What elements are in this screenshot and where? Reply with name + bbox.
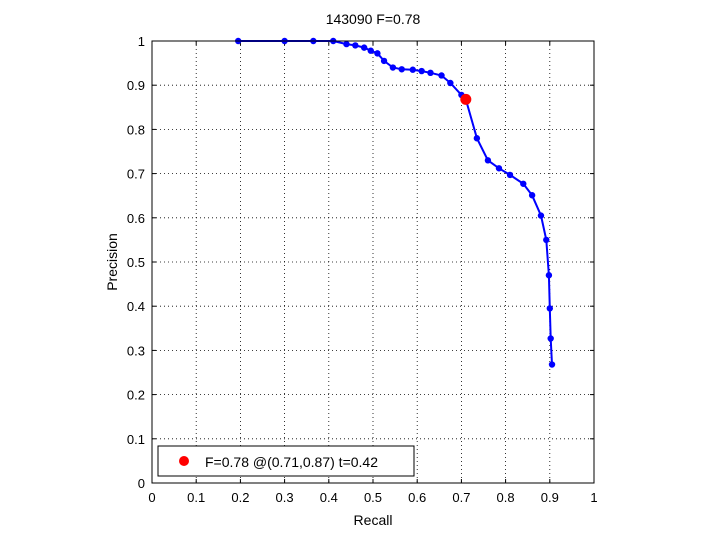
y-tick-label: 0.6 (127, 211, 145, 226)
y-tick-label: 0 (138, 476, 145, 491)
x-tick-label: 0.6 (408, 490, 426, 505)
data-point (374, 50, 381, 57)
y-tick-label: 0.2 (127, 388, 145, 403)
x-tick-label: 0.2 (231, 490, 249, 505)
x-tick-label: 0.4 (320, 490, 338, 505)
data-point (427, 69, 434, 77)
x-tick-label: 0.5 (364, 490, 382, 505)
x-tick-label: 0.8 (497, 490, 515, 505)
data-point (537, 212, 545, 219)
data-point (495, 165, 503, 172)
x-tick-label: 1 (590, 490, 597, 505)
y-tick-label: 0.1 (127, 432, 145, 447)
y-tick-label: 0.7 (127, 167, 145, 182)
y-axis-label: Precision (104, 233, 120, 291)
x-axis-label: Recall (354, 512, 393, 528)
data-point (546, 305, 553, 312)
x-tick-label: 0.9 (541, 490, 559, 505)
data-point (398, 66, 405, 73)
chart-title: 143090 F=0.78 (326, 11, 421, 27)
data-point (520, 180, 527, 187)
grid (152, 41, 594, 483)
y-tick-label: 0.9 (127, 78, 145, 93)
x-tick-label: 0.1 (187, 490, 205, 505)
y-tick-label: 1 (138, 34, 145, 49)
data-point (547, 335, 554, 342)
x-tick-label: 0 (148, 490, 155, 505)
data-point (367, 47, 374, 54)
data-point (360, 44, 368, 51)
data-point (380, 57, 388, 65)
legend-marker (179, 456, 189, 466)
data-point (389, 64, 397, 71)
data-point (545, 272, 553, 279)
data-point (473, 135, 481, 142)
x-tick-label: 0.3 (276, 490, 294, 505)
best-f-point (460, 93, 472, 105)
data-point (418, 67, 425, 75)
data-point (484, 157, 492, 164)
data-point (543, 236, 550, 244)
data-series (234, 37, 556, 368)
legend-box (157, 445, 415, 477)
legend-label: F=0.78 @(0.71,0.87) t=0.42 (205, 454, 378, 470)
y-tick-label: 0.8 (127, 122, 145, 137)
data-point (548, 361, 556, 368)
data-point (438, 72, 445, 79)
data-point (343, 40, 350, 48)
data-point (447, 79, 454, 87)
data-point (352, 42, 359, 49)
data-point (409, 66, 416, 73)
axis-ticks: 0 0.1 0.2 0.3 0.4 0.5 0.6 0.7 0.8 0.9 1 0 0.1 0.2 0.3 0… (127, 34, 598, 505)
data-point (528, 192, 536, 199)
data-point (506, 171, 514, 179)
x-tick-label: 0.7 (452, 490, 470, 505)
plot-frame (151, 40, 595, 484)
y-tick-label: 0.3 (127, 343, 145, 358)
y-tick-label: 0.4 (127, 299, 145, 314)
y-tick-label: 0.5 (127, 255, 145, 270)
legend: F=0.78 @(0.71,0.87) t=0.42 (157, 445, 415, 477)
